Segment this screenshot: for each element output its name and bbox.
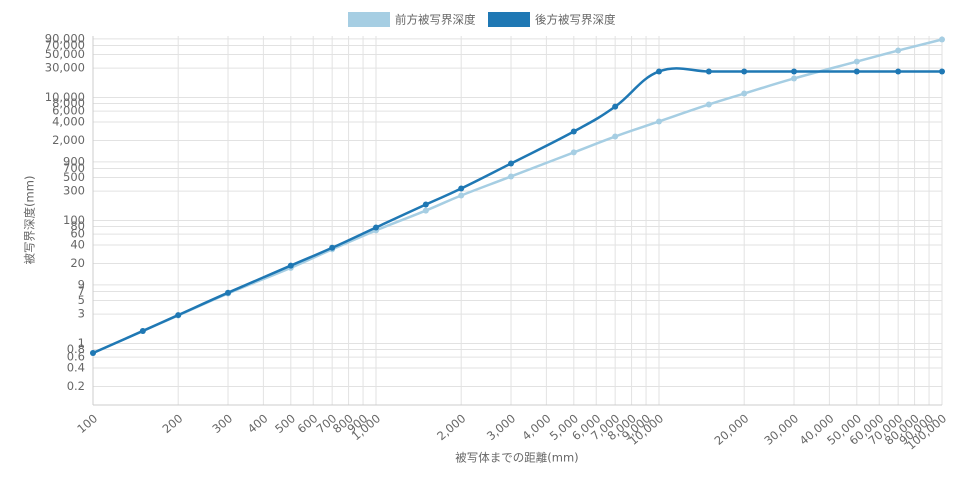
data-point [329,244,336,251]
y-tick-label: 700 [63,161,85,175]
x-tick-label: 3,000 [484,411,518,443]
y-tick-label: 10,000 [45,90,85,104]
data-point [939,36,945,43]
x-tick-label: 2,000 [434,411,468,443]
data-point [287,262,294,269]
y-tick-label: 5 [78,293,85,307]
data-point [422,207,429,214]
legend-label: 前方被写界深度 [395,13,476,27]
y-tick-label: 80 [70,219,85,233]
y-tick-label: 30,000 [45,61,85,75]
y-axis-title: 被写界深度(mm) [23,176,37,265]
data-point [570,128,577,135]
x-tick-label: 30,000 [761,411,801,448]
legend-swatch [348,12,390,27]
y-tick-label: 100 [63,213,85,227]
data-point [705,101,712,108]
data-point [791,75,798,82]
x-tick-label: 20,000 [712,411,752,448]
y-tick-label: 9 [78,277,85,291]
data-point [656,68,662,75]
x-tick-label: 400 [245,411,271,436]
data-point [139,327,146,334]
series-line [92,38,943,355]
data-point [225,289,232,296]
y-tick-label: 6,000 [52,104,85,118]
y-tick-label: 500 [63,170,85,184]
x-tick-label: 500 [272,411,298,436]
y-tick-label: 0.2 [67,379,85,393]
data-point [175,312,182,319]
data-point [939,68,945,75]
data-point [656,118,662,125]
y-tick-label: 60 [70,227,85,241]
y-tick-label: 3 [78,307,85,321]
y-tick-label: 0.8 [67,342,85,356]
x-tick-label: 4,000 [519,411,553,443]
x-tick-label: 300 [209,411,235,436]
y-tick-label: 2,000 [52,133,85,147]
data-point [508,160,515,167]
x-tick-label: 100 [74,411,100,436]
y-tick-label: 4,000 [52,114,85,128]
legend-label: 後方被写界深度 [535,13,616,27]
data-point [458,185,465,192]
data-point [90,350,96,357]
data-point [612,133,619,140]
y-tick-label: 1 [78,336,85,350]
y-tick-label: 70,000 [45,38,85,52]
data-point [741,68,748,75]
data-point [570,149,577,156]
x-axis-title: 被写体までの距離(mm) [455,451,578,465]
data-point [612,103,619,110]
y-tick-label: 8,000 [52,96,85,110]
y-tick-label: 900 [63,154,85,168]
data-point [422,201,429,208]
data-point [705,68,712,75]
data-point [853,58,860,65]
y-tick-label: 20 [70,256,85,270]
data-point [895,47,902,54]
data-point [458,192,465,199]
y-tick-label: 40 [70,237,85,251]
y-tick-label: 7 [78,284,85,298]
y-tick-label: 300 [63,184,85,198]
data-point [508,173,515,180]
x-tick-label: 200 [160,411,186,436]
data-point [853,68,860,75]
data-point [895,68,902,75]
data-point [741,90,748,97]
y-tick-label: 90,000 [45,31,85,45]
y-tick-label: 0.4 [67,360,85,374]
data-point [373,224,379,231]
y-tick-label: 50,000 [45,47,85,61]
legend-swatch [488,12,530,27]
y-tick-label: 0.6 [67,350,85,364]
data-point [791,68,798,75]
